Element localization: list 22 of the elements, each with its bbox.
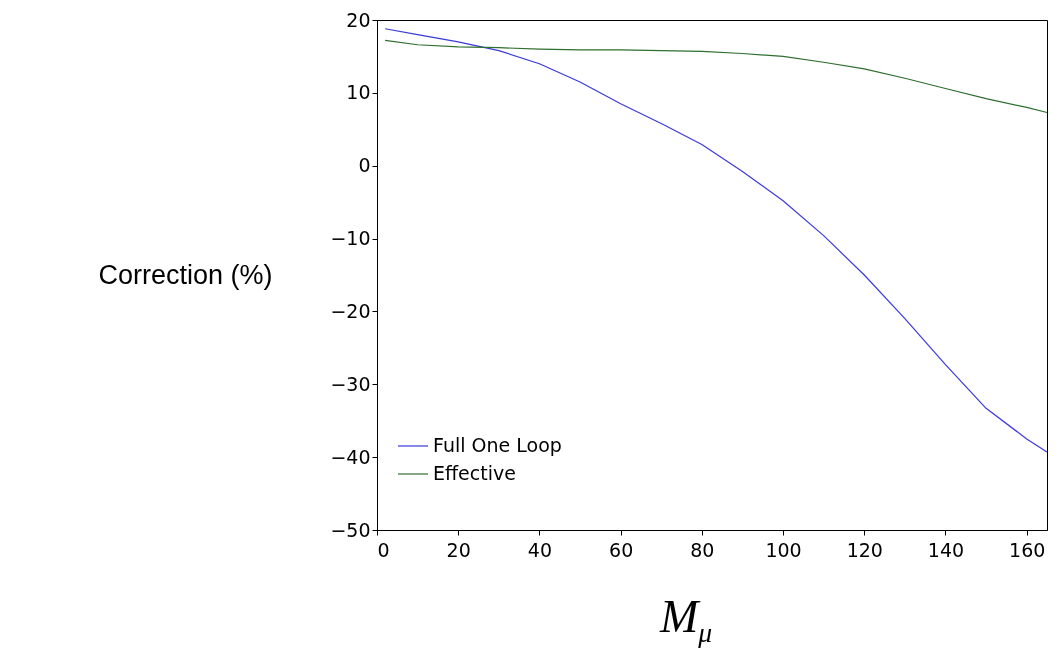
- x-tick-label: 60: [609, 538, 634, 561]
- legend-label: Full One Loop: [433, 434, 562, 456]
- x-tick-label: 100: [765, 538, 802, 561]
- legend-label: Effective: [433, 462, 516, 484]
- x-tick-label: 0: [377, 538, 390, 561]
- y-tick-label: 0: [358, 154, 371, 177]
- x-tick-label: 120: [846, 538, 883, 561]
- x-tick-label: 140: [927, 538, 965, 561]
- y-tick-label: −40: [330, 445, 371, 468]
- x-tick-label: 80: [690, 538, 715, 561]
- y-tick-label: −20: [330, 299, 371, 322]
- y-tick-label: −30: [330, 372, 371, 395]
- x-axis-title: M$_{μ}$: [660, 590, 713, 650]
- x-tick-label: 160: [1009, 538, 1046, 561]
- y-axis-title: Correction (%): [98, 259, 273, 290]
- y-tick-label: −50: [330, 518, 371, 541]
- y-tick-label: 20: [346, 8, 371, 31]
- x-tick-label: 40: [527, 538, 553, 561]
- line-series: [384, 39, 1048, 114]
- y-tick-label: 10: [346, 81, 371, 104]
- x-tick-label: 20: [446, 538, 471, 561]
- y-tick-label: −10: [330, 227, 371, 250]
